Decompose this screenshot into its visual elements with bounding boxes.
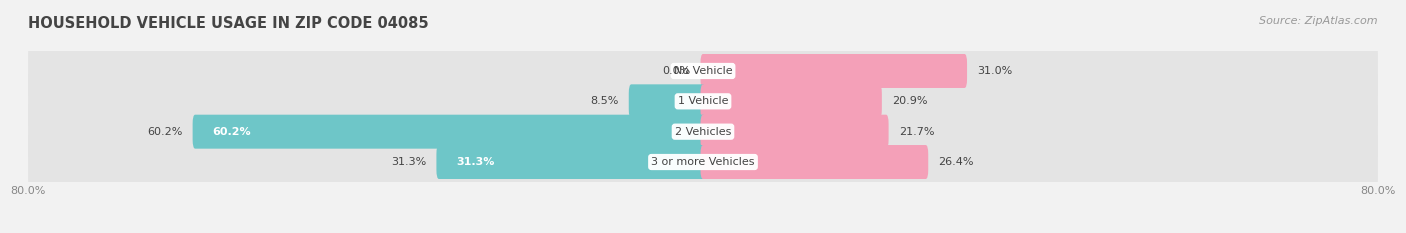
- Text: 31.3%: 31.3%: [391, 157, 426, 167]
- Text: 20.9%: 20.9%: [891, 96, 928, 106]
- FancyBboxPatch shape: [700, 54, 967, 88]
- Text: 31.0%: 31.0%: [977, 66, 1012, 76]
- FancyBboxPatch shape: [28, 39, 1378, 103]
- Text: 60.2%: 60.2%: [212, 127, 250, 137]
- Text: 8.5%: 8.5%: [591, 96, 619, 106]
- Text: 31.3%: 31.3%: [456, 157, 494, 167]
- Text: 0.0%: 0.0%: [662, 66, 690, 76]
- FancyBboxPatch shape: [193, 115, 706, 149]
- Text: 1 Vehicle: 1 Vehicle: [678, 96, 728, 106]
- Text: HOUSEHOLD VEHICLE USAGE IN ZIP CODE 04085: HOUSEHOLD VEHICLE USAGE IN ZIP CODE 0408…: [28, 16, 429, 31]
- FancyBboxPatch shape: [700, 84, 882, 118]
- Text: 21.7%: 21.7%: [898, 127, 934, 137]
- FancyBboxPatch shape: [28, 100, 1378, 163]
- Text: Source: ZipAtlas.com: Source: ZipAtlas.com: [1260, 16, 1378, 26]
- Text: 60.2%: 60.2%: [148, 127, 183, 137]
- FancyBboxPatch shape: [628, 84, 706, 118]
- Text: 3 or more Vehicles: 3 or more Vehicles: [651, 157, 755, 167]
- FancyBboxPatch shape: [28, 70, 1378, 133]
- Text: 26.4%: 26.4%: [938, 157, 974, 167]
- FancyBboxPatch shape: [700, 145, 928, 179]
- Text: No Vehicle: No Vehicle: [673, 66, 733, 76]
- Text: 2 Vehicles: 2 Vehicles: [675, 127, 731, 137]
- FancyBboxPatch shape: [700, 115, 889, 149]
- FancyBboxPatch shape: [436, 145, 706, 179]
- FancyBboxPatch shape: [28, 130, 1378, 194]
